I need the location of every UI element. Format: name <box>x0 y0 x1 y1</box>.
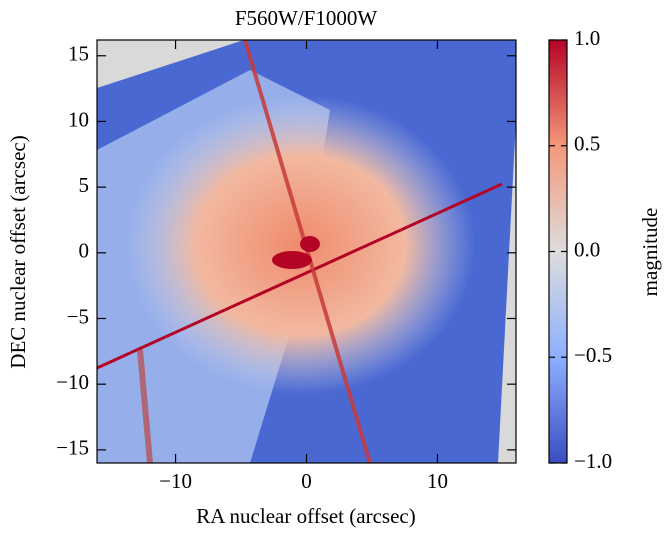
image <box>97 40 516 463</box>
x-tick-label: −10 <box>159 469 192 493</box>
colorbar-label: magnitude <box>638 208 662 297</box>
x-tick-label: 0 <box>301 469 312 493</box>
colorbar-tick-label: −1.0 <box>574 449 612 473</box>
y-tick-label: 0 <box>79 239 90 263</box>
x-tick-label: 10 <box>427 469 448 493</box>
y-tick-label: −15 <box>56 436 89 460</box>
y-tick-label: −10 <box>56 370 89 394</box>
colorbar-tick-label: 0.0 <box>574 237 600 261</box>
y-tick-label: 15 <box>68 42 89 66</box>
y-tick-label: 5 <box>79 173 90 197</box>
y-tick-label: −5 <box>67 304 89 328</box>
y-axis-label: DEC nuclear offset (arcsec) <box>6 135 30 368</box>
chart-title: F560W/F1000W <box>235 6 378 30</box>
x-axis-label: RA nuclear offset (arcsec) <box>196 504 415 528</box>
colorbar-tick-label: 1.0 <box>574 26 600 50</box>
colorbar-tick-label: 0.5 <box>574 132 600 156</box>
colorbar-tick-label: −0.5 <box>574 343 612 367</box>
y-tick-label: 10 <box>68 107 89 131</box>
